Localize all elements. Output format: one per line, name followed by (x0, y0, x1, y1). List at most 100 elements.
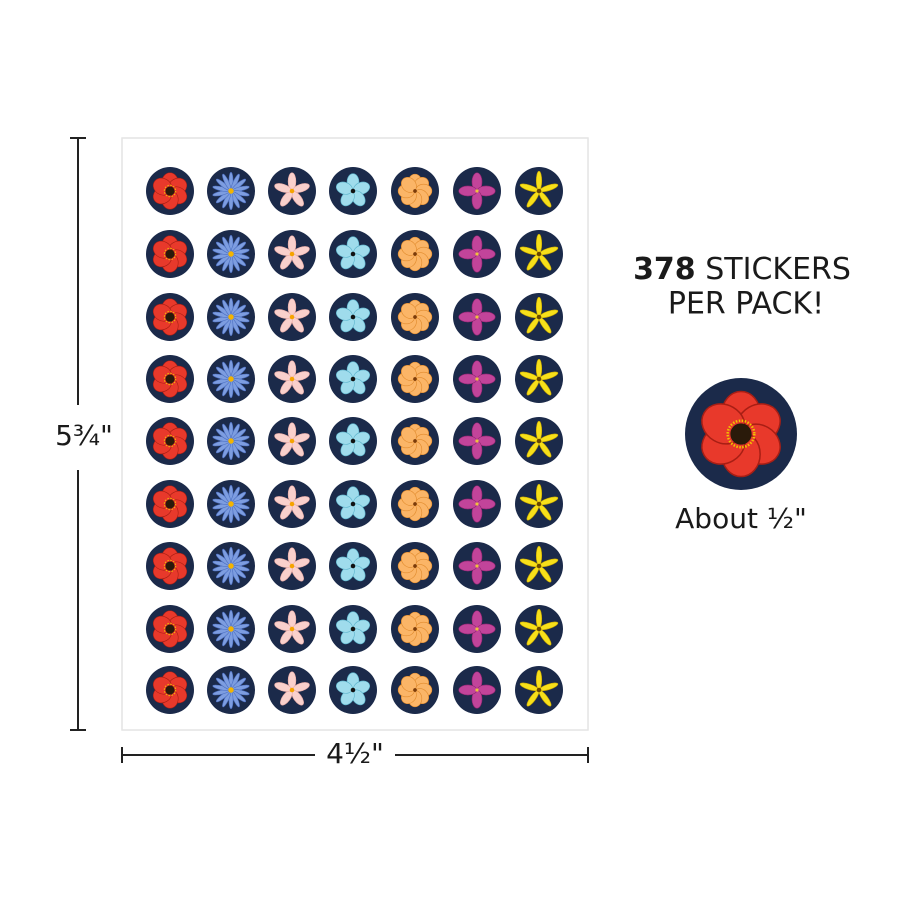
flower-center (165, 624, 175, 634)
flower-center (475, 252, 479, 256)
petal (458, 435, 478, 447)
petal (458, 185, 478, 197)
height-dimension (70, 137, 86, 731)
sticker-count: 378 (633, 252, 696, 287)
width-dimension (121, 747, 589, 763)
sticker (329, 605, 377, 653)
flower-center (228, 563, 234, 569)
sticker (391, 480, 439, 528)
sticker (515, 605, 563, 653)
flower-center (350, 376, 356, 382)
sticker (268, 542, 316, 590)
sticker (515, 480, 563, 528)
flower-center (413, 189, 417, 193)
flower-center (413, 627, 417, 631)
sticker (453, 230, 501, 278)
flower-center (289, 314, 295, 320)
sticker (391, 355, 439, 403)
flower-center-ring (163, 434, 177, 448)
flower-center (228, 314, 234, 320)
flower-center (350, 314, 356, 320)
flower-center (350, 626, 356, 632)
flower-center (475, 502, 479, 506)
petal (535, 669, 543, 690)
petal (535, 233, 543, 254)
sticker (329, 230, 377, 278)
flower-center (413, 252, 417, 256)
flower-center-ring (163, 622, 177, 636)
flower-center (413, 315, 417, 319)
flower-center (228, 251, 234, 257)
sticker (146, 666, 194, 714)
sticker (453, 480, 501, 528)
flower-center (165, 499, 175, 509)
sticker (268, 167, 316, 215)
flower-center (536, 438, 542, 444)
sample-sticker (685, 378, 797, 490)
sticker (207, 417, 255, 465)
flower-center (228, 501, 234, 507)
sticker (391, 605, 439, 653)
petal (535, 420, 543, 441)
flower-center (228, 438, 234, 444)
sticker (207, 542, 255, 590)
flower-center (413, 688, 417, 692)
sticker (146, 605, 194, 653)
sticker (329, 542, 377, 590)
flower-center (536, 626, 542, 632)
sticker (515, 417, 563, 465)
petal (458, 623, 478, 635)
sample-caption: About ½" (675, 502, 807, 535)
promo-text: STICKERS (705, 252, 851, 287)
sticker (391, 230, 439, 278)
petal (458, 684, 478, 696)
sticker (515, 666, 563, 714)
sticker (207, 666, 255, 714)
flower-center (350, 251, 356, 257)
sticker (207, 167, 255, 215)
sticker (207, 355, 255, 403)
sticker (207, 230, 255, 278)
flower-center (165, 249, 175, 259)
flower-center (536, 188, 542, 194)
sticker (453, 417, 501, 465)
sticker (329, 417, 377, 465)
petal (535, 483, 543, 504)
sticker (146, 293, 194, 341)
flower-center (475, 564, 479, 568)
flower-center (350, 188, 356, 194)
flower-center-ring (163, 559, 177, 573)
sticker (207, 480, 255, 528)
sticker (146, 355, 194, 403)
sticker (515, 230, 563, 278)
sticker (268, 605, 316, 653)
flower-center (413, 502, 417, 506)
sticker (515, 293, 563, 341)
flower-center (165, 685, 175, 695)
flower-center (228, 626, 234, 632)
sticker (146, 417, 194, 465)
sticker (515, 542, 563, 590)
sticker (146, 230, 194, 278)
sticker (391, 542, 439, 590)
sticker (268, 480, 316, 528)
flower-center (475, 315, 479, 319)
sticker (453, 666, 501, 714)
flower-center (536, 314, 542, 320)
flower-center (350, 563, 356, 569)
flower-center (475, 627, 479, 631)
flower-center (289, 687, 295, 693)
flower-center (289, 188, 295, 194)
sticker (146, 167, 194, 215)
flower-center (536, 251, 542, 257)
flower-center-ring (163, 310, 177, 324)
petal (535, 170, 543, 191)
flower-center (536, 563, 542, 569)
sticker (268, 355, 316, 403)
flower-center (165, 436, 175, 446)
sticker (268, 230, 316, 278)
flower-center (289, 563, 295, 569)
flower-center (289, 626, 295, 632)
flower-center (228, 188, 234, 194)
flower-center (228, 687, 234, 693)
